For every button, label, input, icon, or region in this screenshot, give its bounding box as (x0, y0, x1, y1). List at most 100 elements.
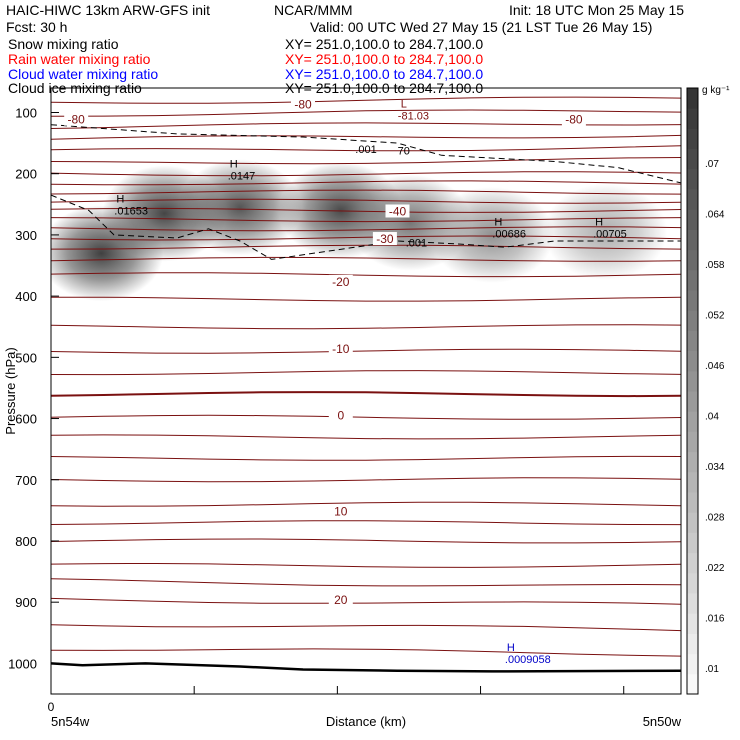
colorbar-segment (687, 310, 698, 331)
temperature-contour-line (51, 198, 681, 204)
colorbar-segment (687, 128, 698, 150)
colorbar-segment (687, 471, 698, 493)
colorbar-segment (687, 108, 698, 129)
extremum-marker: H (595, 217, 603, 229)
contour-label-bg (385, 204, 410, 218)
shading-blob (543, 183, 668, 280)
contour-labels: -80 -80 -80 -40 -30 -20 -10 0 10 20 .001 70 .001 (64, 97, 586, 607)
colorbar: .01 .016 .022 .028 .034 .04 .046 .052 .058 .064 .0… (686, 85, 730, 695)
contour-label-bg (328, 342, 353, 356)
dashed-contour-label: .001 (406, 237, 427, 249)
y-tick-label: 700 (15, 473, 37, 488)
colorbar-tick-label: .058 (705, 260, 725, 271)
dashed-contour-label: 70 (398, 145, 410, 157)
colorbar-segment (687, 572, 698, 594)
plot-frame (50, 87, 682, 695)
y-tick-label: 400 (15, 289, 37, 304)
colorbar-segment (687, 229, 698, 251)
field-snow-label: Snow mixing ratio (8, 36, 119, 52)
temperature-contours (51, 96, 681, 657)
extremum-value: .0009058 (505, 654, 551, 666)
temperature-contour-label: 20 (334, 593, 348, 607)
temperature-contour-line (51, 414, 681, 420)
colorbar-segment (687, 593, 698, 614)
temperature-contour-line (51, 455, 681, 461)
contour-label-bg (328, 274, 353, 288)
extremum-marker: H (507, 642, 515, 654)
temperature-contour-label: -10 (332, 342, 350, 356)
temperature-contour-label: -80 (68, 113, 86, 127)
mixing-ratio-shading (51, 159, 668, 302)
temperature-contour-line (51, 207, 681, 213)
colorbar-unit: g kg⁻¹ (702, 85, 730, 96)
temperature-contour-line (51, 272, 681, 278)
x-endpoint-right: 5n50w (643, 714, 682, 729)
temperature-contour-line (51, 477, 681, 483)
field-cloudwater-xy: XY= 251.0,100.0 to 284.7,100.0 (285, 66, 484, 82)
extremum-value: .00705 (593, 229, 627, 241)
colorbar-tick-label: .028 (705, 513, 725, 524)
y-tick-label: 1000 (8, 656, 37, 671)
colorbar-segment (687, 431, 698, 453)
x-axis-label: Distance (km) (326, 714, 406, 729)
contour-label-bg (291, 97, 315, 111)
temperature-contour-line (51, 648, 681, 657)
temperature-contour-line (51, 189, 681, 195)
colorbar-segment (687, 168, 698, 190)
y-tick-label: 100 (15, 105, 37, 120)
colorbar-segment (687, 189, 698, 210)
temperature-contour-line (51, 562, 681, 568)
extremum-marker: L (401, 98, 407, 110)
temperature-contour-line (51, 578, 681, 587)
x-tick-label: 0 (48, 700, 55, 714)
extrema-labels: L-81.03H.01653H.0147H.00686H.00705H.0009… (114, 98, 626, 666)
temperature-contour-line (51, 145, 681, 152)
contour-label-bg (372, 232, 397, 246)
temperature-contour-label: -20 (332, 275, 350, 289)
temperature-contour-label: -80 (294, 97, 312, 111)
y-tick-label: 500 (15, 350, 37, 365)
colorbar-segment (687, 512, 698, 533)
colorbar-segment (687, 370, 698, 392)
header-org: NCAR/MMM (274, 2, 353, 18)
temperature-contour-line (51, 538, 681, 544)
colorbar-tick-label: .064 (705, 210, 725, 221)
colorbar-segment (687, 330, 698, 352)
extremum-marker: H (116, 193, 124, 205)
extremum-marker: H (494, 217, 502, 229)
cloud-ice-contour (51, 194, 681, 260)
temperature-contour-line (51, 109, 681, 117)
colorbar-tick-label: .016 (705, 614, 725, 625)
colorbar-tick-label: .052 (705, 311, 725, 322)
colorbar-segment (687, 88, 698, 109)
temperature-contour-line (51, 391, 681, 398)
colorbar-segment (687, 391, 698, 412)
colorbar-segment (687, 148, 698, 170)
temperature-contour-line (51, 226, 681, 232)
extremum-value: -81.03 (398, 110, 429, 122)
temperature-contour-line (51, 434, 681, 440)
colorbar-segment (687, 552, 698, 574)
temperature-contour-label: -30 (376, 232, 394, 246)
temperature-contour-line (51, 235, 681, 241)
temperature-contour-line (51, 134, 681, 140)
extremum-marker: H (230, 158, 238, 170)
header-valid: Valid: 00 UTC Wed 27 May 15 (21 LST Tue … (310, 19, 653, 35)
temperature-contour-label: 10 (334, 504, 348, 518)
temperature-contour-line (51, 122, 681, 129)
colorbar-segment (687, 411, 698, 432)
colorbar-tick-label: .07 (705, 159, 719, 170)
colorbar-segment (687, 209, 698, 230)
colorbar-segment (687, 451, 698, 473)
field-snow-xy: XY= 251.0,100.0 to 284.7,100.0 (285, 36, 484, 52)
colorbar-segment (687, 673, 698, 695)
temperature-contour-line (51, 324, 681, 330)
shading-blob (430, 186, 554, 283)
field-rain-xy: XY= 251.0,100.0 to 284.7,100.0 (285, 51, 484, 67)
temperature-contour-line (51, 348, 681, 354)
contour-label-bg (328, 408, 353, 422)
temperature-contour-line (51, 256, 681, 262)
temperature-contour-line (51, 171, 681, 177)
temperature-contour-label: -40 (389, 204, 407, 218)
